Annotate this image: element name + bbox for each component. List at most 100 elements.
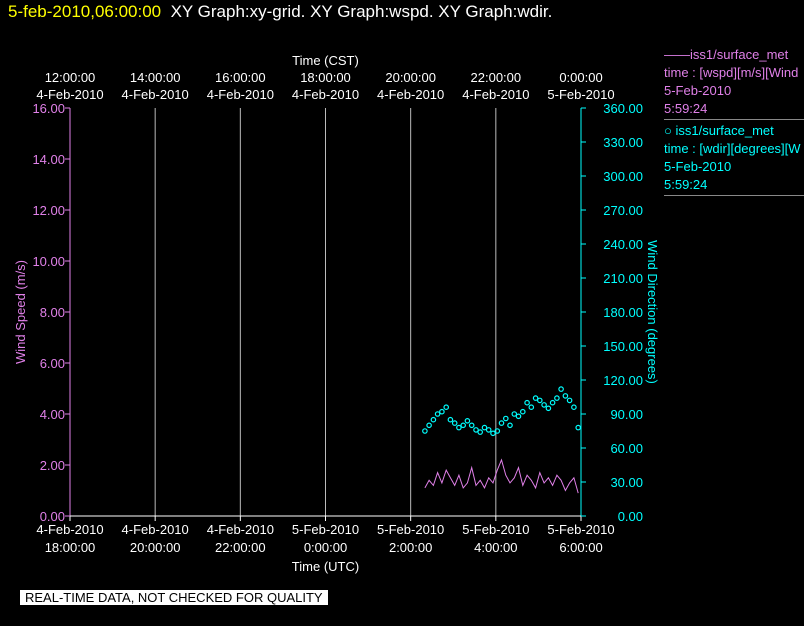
wind-direction-point [502,415,509,422]
left-tick-label: 4.00 [40,407,65,422]
wind-direction-point [558,386,564,392]
wind-direction-point [447,416,454,423]
wind-direction-point [541,402,547,408]
right-tick-label: 60.00 [610,441,643,456]
wind-direction-point [575,424,582,431]
legend-line-marker: —— [664,47,690,62]
right-tick-label: 150.00 [603,339,643,354]
top-tick-label: 20:00:00 [385,70,436,85]
x-tick-label: 5-Feb-2010 [547,522,614,537]
right-tick-label: 300.00 [603,169,643,184]
right-tick-label: 120.00 [603,373,643,388]
wind-direction-point [571,404,577,411]
wind-direction-point [566,397,573,404]
x-tick-label: 5-Feb-2010 [462,522,529,537]
wind-direction-point [494,428,501,434]
top-tick-label: 5-Feb-2010 [547,87,614,102]
top-tick-label: 4-Feb-2010 [207,87,274,102]
wind-direction-point [498,420,505,426]
left-axis-label: Wind Speed (m/s) [13,260,28,364]
x-tick-label: 20:00:00 [130,540,181,555]
right-tick-label: 0.00 [618,509,643,524]
top-tick-label: 4-Feb-2010 [462,87,529,102]
right-tick-label: 330.00 [603,135,643,150]
top-tick-label: 12:00:00 [45,70,96,85]
wind-direction-point [519,408,526,415]
wind-direction-point [545,405,552,412]
right-tick-label: 90.00 [610,407,643,422]
wind-direction-point [460,422,467,429]
wind-direction-point [532,395,539,401]
top-tick-label: 14:00:00 [130,70,181,85]
right-tick-label: 180.00 [603,305,643,320]
wind-direction-point [451,420,458,426]
legend: ——iss1/surface_met time : [wspd][m/s][Wi… [664,46,804,198]
wind-direction-point [554,395,560,401]
top-tick-label: 0:00:00 [559,70,602,85]
right-tick-label: 270.00 [603,203,643,218]
wind-direction-point [456,424,462,431]
right-tick-label: 240.00 [603,237,643,252]
wind-direction-point [485,427,492,433]
wind-direction-point [422,428,428,434]
top-tick-label: 4-Feb-2010 [292,87,359,102]
left-tick-label: 12.00 [32,203,65,218]
top-tick-label: 16:00:00 [215,70,266,85]
wind-direction-point [549,399,556,406]
wind-direction-point [481,424,488,431]
left-tick-label: 0.00 [40,509,65,524]
wind-direction-point [426,422,432,429]
x-tick-label: 0:00:00 [304,540,347,555]
wind-direction-point [536,397,543,404]
top-tick-label: 22:00:00 [471,70,522,85]
x-tick-label: 2:00:00 [389,540,432,555]
wind-direction-point [507,422,513,429]
x-tick-label: 4-Feb-2010 [122,522,189,537]
legend-entry-wspd[interactable]: ——iss1/surface_met time : [wspd][m/s][Wi… [664,46,804,120]
legend-series-desc: time : [wspd][m/s][Wind [664,65,799,80]
left-tick-label: 2.00 [40,458,65,473]
wind-direction-point [430,416,437,423]
x-tick-label: 5-Feb-2010 [292,522,359,537]
wind-direction-point [443,404,450,411]
header-title: XY Graph:xy-grid. XY Graph:wspd. XY Grap… [170,2,553,21]
right-tick-label: 360.00 [603,101,643,116]
wind-direction-point [515,413,522,420]
top-tick-label: 4-Feb-2010 [377,87,444,102]
x-tick-label: 22:00:00 [215,540,266,555]
legend-series-name: iss1/surface_met [690,47,789,62]
legend-series-desc: time : [wdir][degrees][W [664,141,801,156]
top-tick-label: 4-Feb-2010 [36,87,103,102]
top-tick-label: 18:00:00 [300,70,351,85]
wind-direction-point [562,393,569,399]
x-tick-label: 4-Feb-2010 [36,522,103,537]
wind-direction-point [464,417,471,424]
left-tick-label: 10.00 [32,254,65,269]
wind-direction-point [490,430,496,437]
left-tick-label: 6.00 [40,356,65,371]
legend-series-time: 5:59:24 [664,101,708,116]
right-tick-label: 210.00 [603,271,643,286]
legend-series-date: 5-Feb-2010 [664,83,732,98]
wind-direction-point [477,429,484,435]
x-tick-label: 6:00:00 [559,540,602,555]
left-tick-label: 16.00 [32,101,65,116]
x-tick-label: 4-Feb-2010 [207,522,274,537]
quality-note: REAL-TIME DATA, NOT CHECKED FOR QUALITY [20,590,328,605]
left-tick-label: 8.00 [40,305,65,320]
header-timestamp: 5-feb-2010,06:00:00 [8,2,162,21]
wind-speed-line [424,458,579,494]
wind-direction-point [528,404,535,411]
wind-direction-point [473,427,479,433]
top-axis-label: Time (CST) [292,53,359,68]
wind-direction-point [524,399,530,406]
right-tick-label: 30.00 [610,475,643,490]
header: 5-feb-2010,06:00:00 XY Graph:xy-grid. XY… [8,2,552,22]
wind-direction-point [434,411,441,417]
left-tick-label: 14.00 [32,152,65,167]
legend-entry-wdir[interactable]: ○ iss1/surface_met time : [wdir][degrees… [664,122,804,196]
x-tick-label: 4:00:00 [474,540,517,555]
wind-direction-point [439,408,445,415]
right-axis-label: Wind Direction (degrees) [645,240,660,384]
